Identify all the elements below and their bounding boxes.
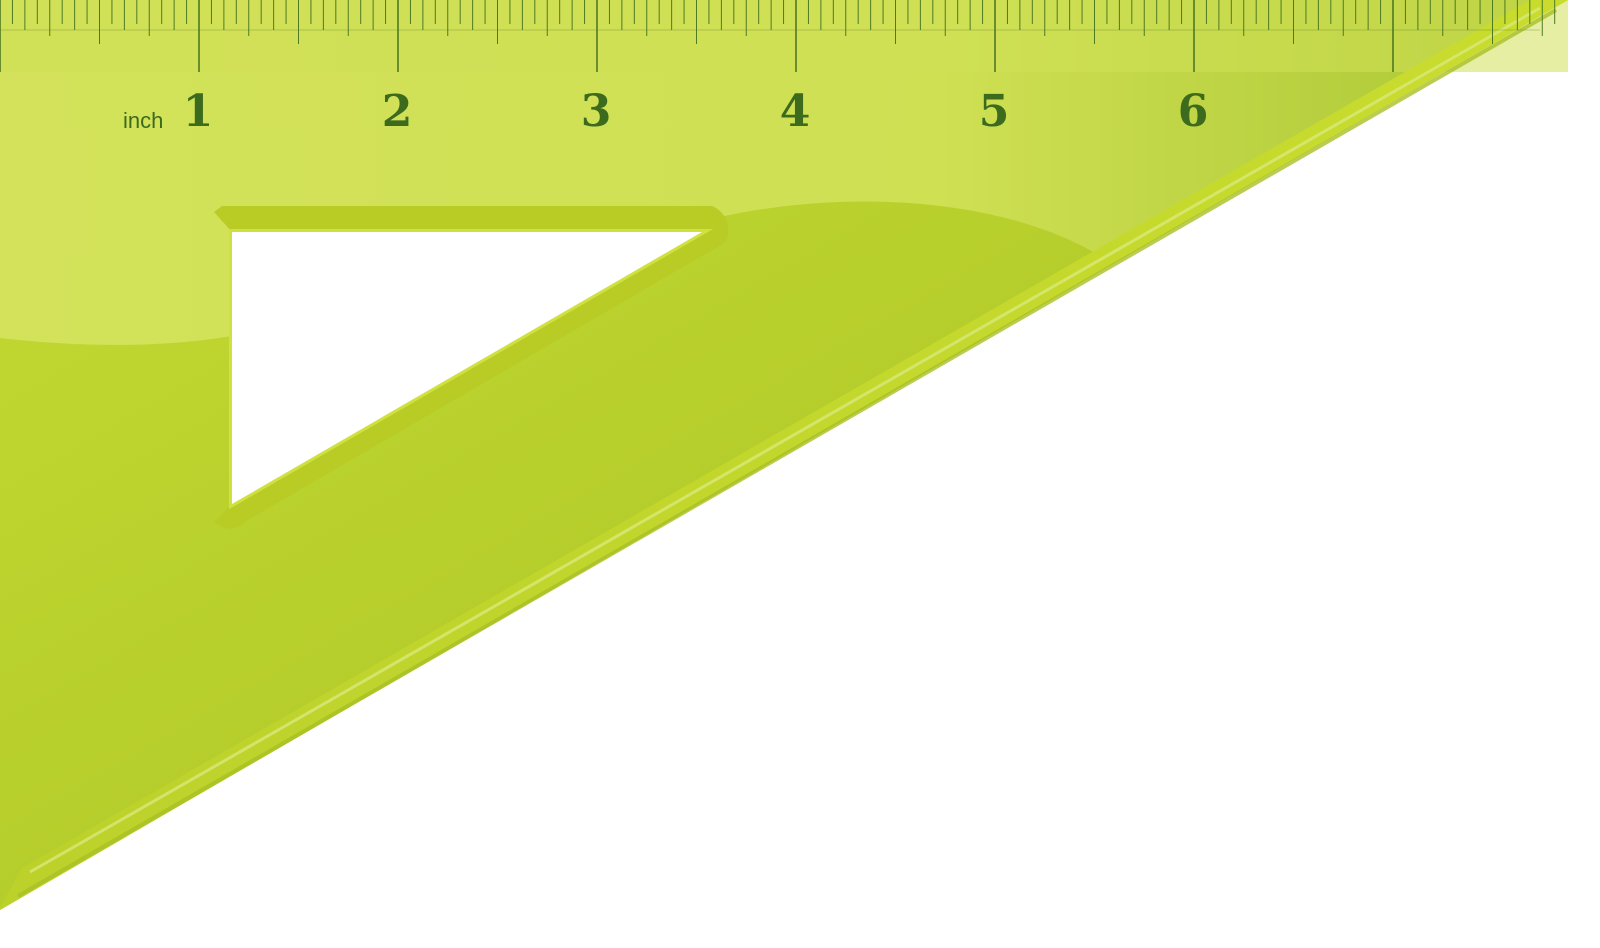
triangle-highlight bbox=[0, 0, 1568, 345]
ruler-number-5: 5 bbox=[978, 86, 1010, 137]
triangle-cutout bbox=[232, 232, 702, 504]
ruler-number-3: 3 bbox=[580, 86, 612, 137]
ruler-number-2: 2 bbox=[381, 86, 413, 137]
rim-shadow-line bbox=[17, 8, 1557, 898]
ruler-number-1: 1 bbox=[182, 86, 214, 137]
ruler-number-4: 4 bbox=[779, 86, 811, 137]
rim-highlight-line bbox=[29, 6, 1541, 874]
unit-label: inch bbox=[123, 108, 164, 133]
ruler-ticks bbox=[0, 0, 1556, 72]
ruler-number-6: 6 bbox=[1177, 86, 1209, 137]
